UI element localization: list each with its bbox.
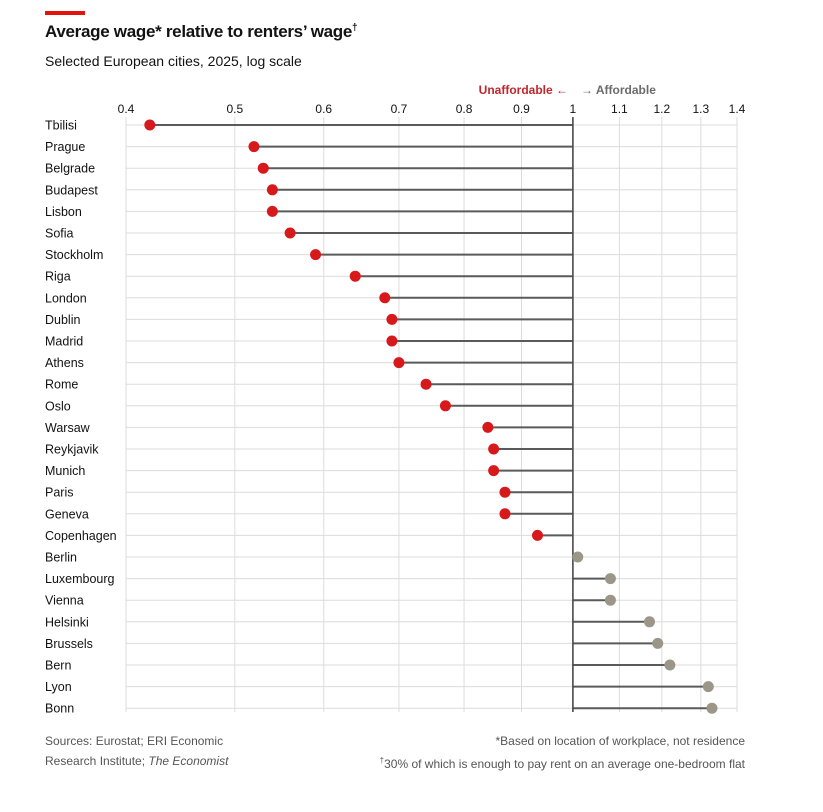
- city-label: Paris: [45, 486, 73, 500]
- x-tick-label: 1: [570, 102, 577, 116]
- city-label: Luxembourg: [45, 572, 115, 586]
- x-tick-labels: 0.4 0.5 0.6 0.7 0.8 0.9 1 1.1 1.2 1.3 1.4: [118, 102, 746, 116]
- chart-title: Average wage* relative to renters’ wage†: [45, 22, 358, 42]
- dot-dublin: [386, 313, 398, 325]
- sources-publication: The Economist: [148, 754, 229, 768]
- sources-line-1: Sources: Eurostat; ERI Economic: [45, 734, 224, 748]
- city-label: Vienna: [45, 594, 84, 608]
- city-label: Stockholm: [45, 248, 103, 262]
- x-tick-label: 0.4: [118, 102, 135, 116]
- dot-stockholm: [310, 249, 322, 261]
- city-label: Munich: [45, 464, 85, 478]
- city-label: Tbilisi: [45, 119, 77, 133]
- accent-bar: [45, 11, 85, 15]
- city-label: Lisbon: [45, 205, 82, 219]
- x-tick-label: 0.7: [391, 102, 408, 116]
- dot-bern: [664, 659, 676, 671]
- dot-riga: [349, 270, 361, 282]
- dot-paris: [499, 486, 511, 498]
- chart-subtitle: Selected European cities, 2025, log scal…: [45, 53, 302, 69]
- footnote-asterisk: *Based on location of workplace, not res…: [495, 734, 746, 748]
- sources-note: Sources: Eurostat; ERI Economic Research…: [45, 731, 228, 771]
- dot-sofia: [284, 227, 296, 239]
- dot-budapest: [266, 184, 278, 196]
- legend-affordable: → Affordable: [581, 83, 656, 97]
- dot-madrid: [386, 335, 398, 347]
- city-label: Geneva: [45, 507, 89, 521]
- dot-vienna: [604, 594, 616, 606]
- city-label: Athens: [45, 356, 84, 370]
- city-label: Riga: [45, 270, 71, 284]
- dot-bonn: [706, 702, 718, 714]
- city-label: Belgrade: [45, 162, 95, 176]
- sources-line-2: Research Institute; The Economist: [45, 751, 228, 771]
- title-dagger: †: [352, 22, 358, 34]
- title-text: Average wage* relative to renters’ wage: [45, 22, 353, 41]
- x-tick-label: 1.4: [729, 102, 746, 116]
- city-label: Reykjavik: [45, 443, 99, 457]
- city-label: Oslo: [45, 399, 71, 413]
- dot-helsinki: [643, 616, 655, 628]
- legend-unaffordable: Unaffordable ←: [478, 83, 568, 97]
- city-label: Brussels: [45, 637, 93, 651]
- city-label: Helsinki: [45, 615, 89, 629]
- footnote-dagger: †30% of which is enough to pay rent on a…: [380, 751, 745, 774]
- x-tick-label: 1.3: [693, 102, 710, 116]
- footnote-dagger-text: 30% of which is enough to pay rent on an…: [384, 757, 745, 771]
- dot-prague: [248, 141, 260, 153]
- dot-luxembourg: [604, 573, 616, 585]
- city-label: Rome: [45, 378, 78, 392]
- x-tick-label: 1.1: [611, 102, 628, 116]
- dot-copenhagen: [532, 529, 544, 541]
- dot-lyon: [702, 681, 714, 693]
- dots: [144, 119, 718, 714]
- city-label: London: [45, 291, 87, 305]
- dot-berlin: [572, 551, 584, 563]
- x-tick-label: 0.9: [513, 102, 530, 116]
- city-label: Budapest: [45, 183, 98, 197]
- dot-warsaw: [482, 421, 494, 433]
- dot-munich: [488, 465, 500, 477]
- stems: [149, 124, 712, 710]
- dot-oslo: [439, 400, 451, 412]
- dot-belgrade: [257, 162, 269, 174]
- dot-brussels: [652, 637, 664, 649]
- city-labels: Tbilisi Prague Belgrade Budapest Lisbon Sofia…: [45, 119, 117, 716]
- dot-rome: [420, 378, 432, 390]
- city-label: Copenhagen: [45, 529, 117, 543]
- x-tick-label: 1.2: [653, 102, 670, 116]
- city-label: Bonn: [45, 702, 74, 716]
- x-tick-label: 0.6: [315, 102, 332, 116]
- city-label: Madrid: [45, 335, 83, 349]
- city-label: Bern: [45, 659, 71, 673]
- dot-athens: [393, 357, 405, 369]
- city-label: Lyon: [45, 680, 72, 694]
- dot-reykjavik: [488, 443, 500, 455]
- x-tick-label: 0.8: [456, 102, 473, 116]
- sources-line-2-text: Research Institute;: [45, 754, 149, 768]
- city-label: Sofia: [45, 227, 74, 241]
- footnotes: *Based on location of workplace, not res…: [380, 731, 745, 774]
- dot-lisbon: [266, 205, 278, 217]
- dot-tbilisi: [144, 119, 156, 131]
- x-tick-label: 0.5: [226, 102, 243, 116]
- city-label: Dublin: [45, 313, 80, 327]
- city-label: Berlin: [45, 551, 77, 565]
- city-label: Prague: [45, 140, 85, 154]
- dagger-mark: †: [379, 756, 385, 765]
- dot-geneva: [499, 508, 511, 520]
- city-label: Warsaw: [45, 421, 91, 435]
- dot-london: [379, 292, 391, 304]
